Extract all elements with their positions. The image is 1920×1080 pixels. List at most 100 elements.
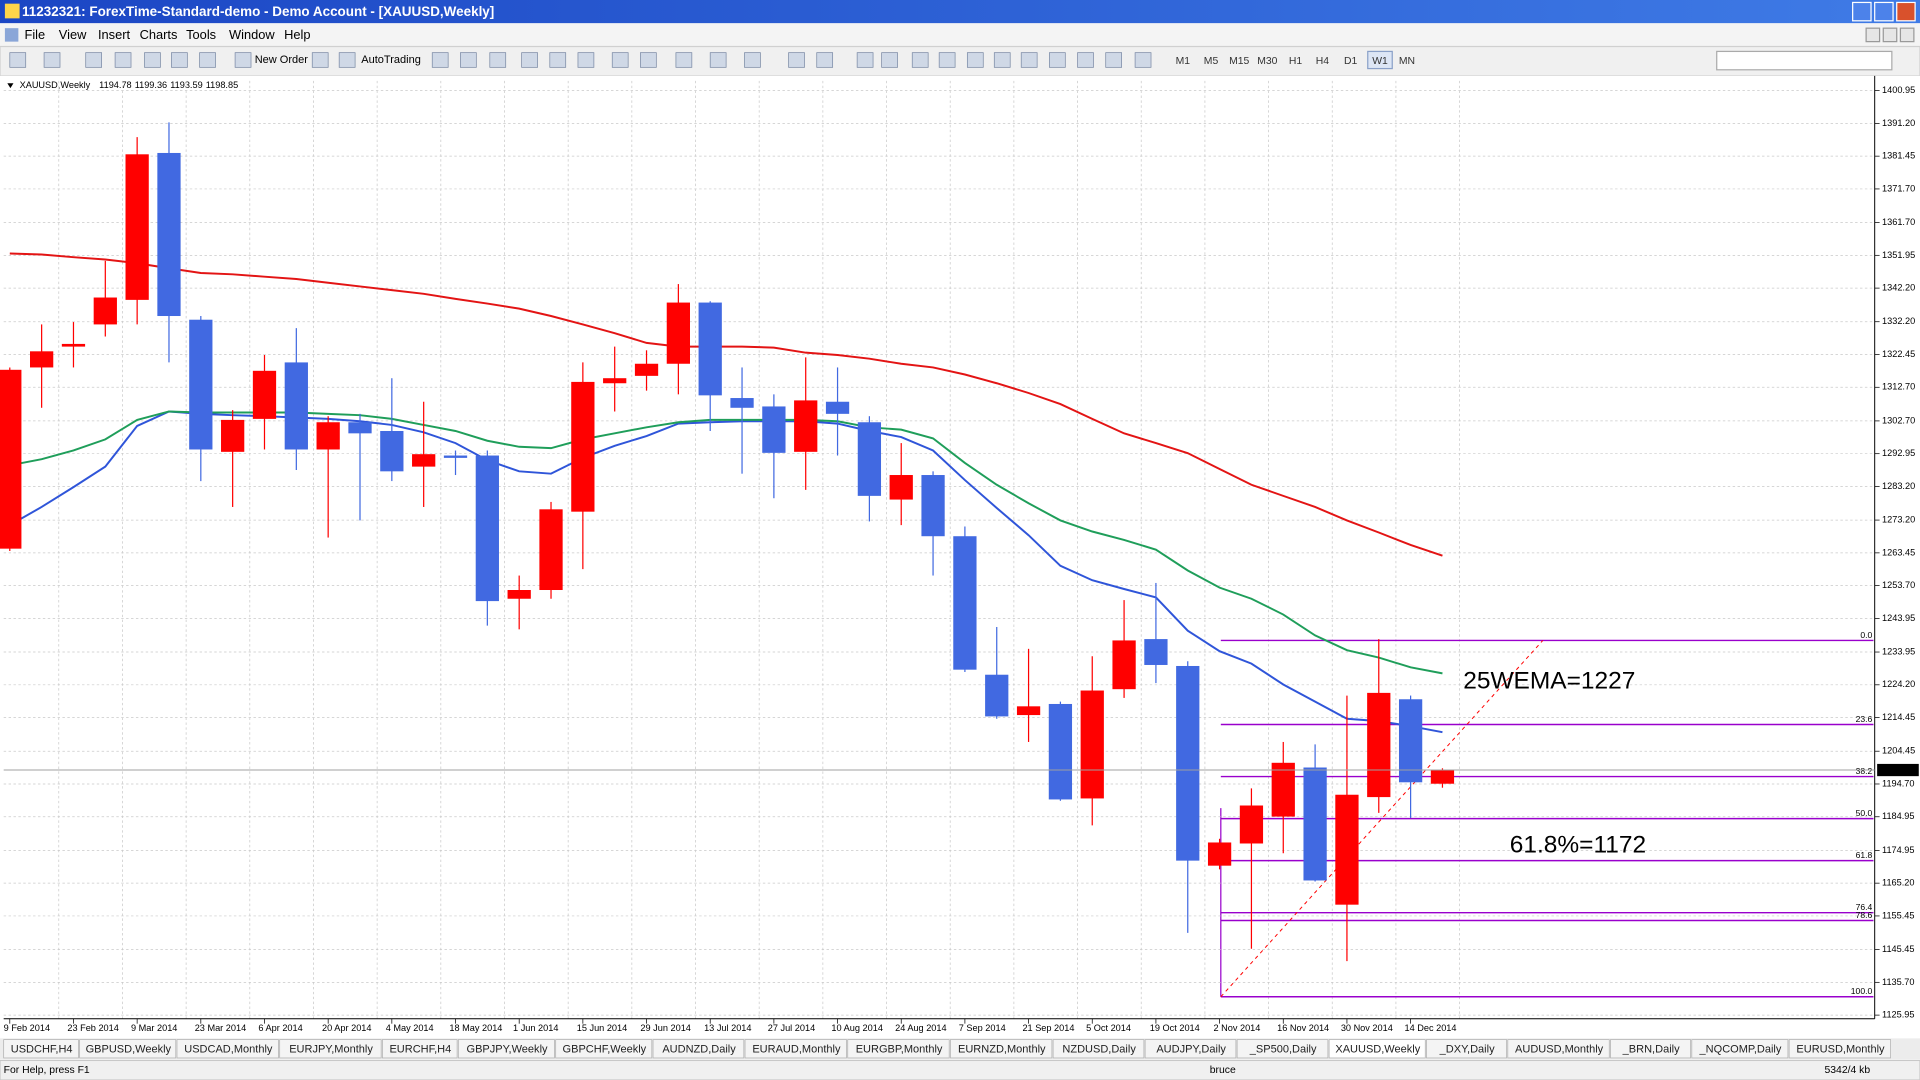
chart-tab[interactable] xyxy=(1507,1039,1610,1059)
menu-item[interactable]: File xyxy=(24,27,45,42)
chart-tab-label[interactable]: EURGBP,Monthly xyxy=(856,1043,943,1055)
chart-tab[interactable] xyxy=(1426,1039,1507,1059)
toolbar-icon[interactable] xyxy=(675,52,693,68)
toolbar-icon[interactable] xyxy=(460,52,477,68)
toolbar-icon[interactable] xyxy=(9,52,27,68)
toolbar-icon[interactable] xyxy=(1077,52,1094,68)
toolbar-icon[interactable] xyxy=(521,52,538,68)
toolbar-icon[interactable] xyxy=(966,52,984,68)
chart-tab-label[interactable]: _SP500,Daily xyxy=(1249,1043,1317,1055)
chart-tab[interactable] xyxy=(1052,1039,1145,1059)
chart-tab[interactable] xyxy=(1236,1039,1329,1059)
mdi-minimize[interactable] xyxy=(1865,27,1881,43)
search-box[interactable] xyxy=(1716,50,1893,71)
toolbar-icon[interactable] xyxy=(311,52,329,68)
chart-tab[interactable] xyxy=(79,1039,177,1059)
toolbar-icon[interactable] xyxy=(431,52,449,68)
menu-item[interactable]: Window xyxy=(229,27,275,42)
chart-tab[interactable] xyxy=(1788,1039,1891,1059)
chart-tab-label[interactable]: EURNZD,Monthly xyxy=(958,1043,1046,1055)
toolbar-icon[interactable] xyxy=(234,52,252,68)
toolbar-button[interactable]: New Order xyxy=(255,54,309,66)
timeframe-button[interactable]: M30 xyxy=(1257,56,1277,67)
toolbar-icon[interactable] xyxy=(549,52,567,68)
toolbar-icon[interactable] xyxy=(856,52,874,68)
chart-tab[interactable] xyxy=(555,1039,653,1059)
menu-item[interactable]: Help xyxy=(284,27,310,42)
chart-tab-label[interactable]: USDCAD,Monthly xyxy=(184,1043,273,1055)
chart-tab-label[interactable]: NZDUSD,Daily xyxy=(1062,1043,1136,1055)
chart-tab[interactable] xyxy=(652,1039,745,1059)
chart-tab[interactable] xyxy=(847,1039,950,1059)
toolbar-icon[interactable] xyxy=(911,52,929,68)
chart-tab-label[interactable]: AUDNZD,Daily xyxy=(662,1043,736,1055)
chart-tab[interactable] xyxy=(1691,1039,1789,1059)
toolbar-icon[interactable] xyxy=(938,52,956,68)
toolbar-icon[interactable] xyxy=(85,52,102,68)
timeframe-button[interactable]: M15 xyxy=(1229,56,1249,67)
chart-tab-label[interactable]: AUDJPY,Daily xyxy=(1156,1043,1226,1055)
timeframe-button[interactable]: W1 xyxy=(1372,56,1388,67)
menu-item[interactable]: Insert xyxy=(98,27,131,42)
close-button[interactable] xyxy=(1896,1,1916,22)
menu-item[interactable]: Tools xyxy=(186,27,216,42)
chart-tab[interactable] xyxy=(1328,1039,1426,1059)
chart-tab[interactable] xyxy=(176,1039,279,1059)
chart-tab-label[interactable]: _NQCOMP,Daily xyxy=(1699,1043,1782,1055)
toolbar-icon[interactable] xyxy=(199,52,216,68)
toolbar-icon[interactable] xyxy=(1134,52,1152,68)
toolbar-icon[interactable] xyxy=(993,52,1011,68)
chart-tab-label[interactable]: _DXY,Daily xyxy=(1439,1043,1495,1055)
timeframe-button[interactable]: H4 xyxy=(1316,56,1330,67)
toolbar-icon[interactable] xyxy=(577,52,595,68)
chart-tab[interactable] xyxy=(382,1039,458,1059)
toolbar-icon[interactable] xyxy=(611,52,629,68)
chart-tab[interactable] xyxy=(457,1039,555,1059)
chart-tab[interactable] xyxy=(744,1039,847,1059)
mdi-restore[interactable] xyxy=(1882,27,1898,43)
toolbar-icon[interactable] xyxy=(709,52,727,68)
chart-tab-label[interactable]: EURCHF,H4 xyxy=(389,1043,451,1055)
chart-tab-label[interactable]: GBPJPY,Weekly xyxy=(467,1043,549,1055)
toolbar-icon[interactable] xyxy=(744,52,761,68)
chart-menu-arrow[interactable] xyxy=(7,83,14,89)
toolbar-button[interactable]: AutoTrading xyxy=(361,54,421,66)
chart-tab-label[interactable]: AUDUSD,Monthly xyxy=(1515,1043,1604,1055)
chart-tab[interactable] xyxy=(1610,1039,1691,1059)
timeframe-button[interactable]: MN xyxy=(1399,56,1415,67)
toolbar-icon[interactable] xyxy=(640,52,657,68)
chart-tab-label[interactable]: GBPUSD,Weekly xyxy=(86,1043,172,1055)
timeframe-button[interactable]: D1 xyxy=(1344,56,1358,67)
timeframe-button[interactable]: H1 xyxy=(1289,56,1303,67)
timeframe-button[interactable]: M1 xyxy=(1176,56,1191,67)
toolbar-icon[interactable] xyxy=(43,52,61,68)
chart-tab[interactable] xyxy=(1144,1039,1237,1059)
chart-tab-label[interactable]: _BRN,Daily xyxy=(1622,1043,1680,1055)
toolbar-icon[interactable] xyxy=(1049,52,1066,68)
timeframe-button[interactable]: M5 xyxy=(1204,56,1219,67)
toolbar-icon[interactable] xyxy=(881,52,898,68)
toolbar-icon[interactable] xyxy=(816,52,834,68)
toolbar-icon[interactable] xyxy=(1105,52,1122,68)
mdi-close[interactable] xyxy=(1899,27,1915,43)
toolbar-icon[interactable] xyxy=(489,52,507,68)
menu-item[interactable]: Charts xyxy=(140,27,178,42)
menu-item[interactable]: View xyxy=(59,27,87,42)
chart-tab-label[interactable]: EURJPY,Monthly xyxy=(289,1043,373,1055)
toolbar-icon[interactable] xyxy=(338,52,356,68)
toolbar-icon[interactable] xyxy=(1020,52,1038,68)
chart-tab-label[interactable]: EURAUD,Monthly xyxy=(752,1043,841,1055)
chart-tab-label[interactable]: USDCHF,H4 xyxy=(11,1043,73,1055)
toolbar-icon[interactable] xyxy=(114,52,132,68)
chart-tab[interactable] xyxy=(3,1039,79,1059)
minimize-button[interactable] xyxy=(1852,1,1872,22)
chart-tab[interactable] xyxy=(279,1039,382,1059)
maximize-button[interactable] xyxy=(1874,1,1894,22)
chart-tab-label[interactable]: GBPCHF,Weekly xyxy=(563,1043,647,1055)
toolbar-icon[interactable] xyxy=(788,52,805,68)
toolbar-icon[interactable] xyxy=(144,52,161,68)
chart-tab[interactable] xyxy=(950,1039,1053,1059)
toolbar-icon[interactable] xyxy=(171,52,188,68)
chart-tab-label[interactable]: XAUUSD,Weekly xyxy=(1335,1043,1420,1055)
chart-tab-label[interactable]: EURUSD,Monthly xyxy=(1796,1043,1885,1055)
